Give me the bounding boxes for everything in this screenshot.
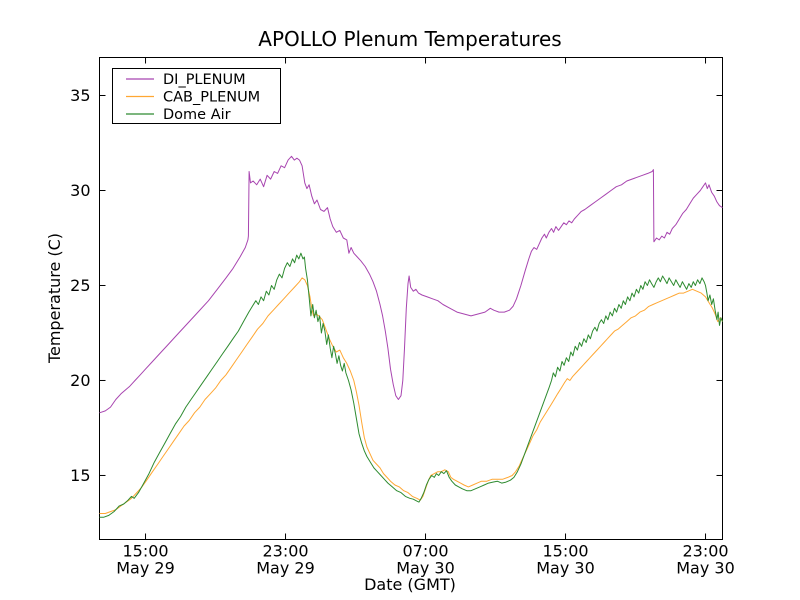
x-tick-label-time: 23:00: [262, 542, 308, 561]
legend: DI_PLENUM CAB_PLENUM Dome Air: [112, 68, 281, 124]
series-line-di-plenum: [99, 155, 723, 414]
x-tick-label-time: 15:00: [122, 542, 168, 561]
legend-label-cab-plenum: CAB_PLENUM: [163, 90, 260, 106]
x-tick-label-time: 07:00: [402, 542, 448, 561]
y-tick-label: 25: [70, 276, 90, 295]
x-axis-label: Date (GMT): [364, 575, 456, 594]
y-tick-label: 20: [70, 371, 90, 390]
x-tick-label-date: May 30: [536, 559, 595, 578]
x-tick-label-date: May 30: [676, 559, 735, 578]
y-tick-label: 35: [70, 86, 90, 105]
x-tick-label-time: 15:00: [542, 542, 588, 561]
x-tick-label-date: May 30: [396, 559, 455, 578]
x-tick-label-date: May 29: [116, 559, 175, 578]
data-series: [99, 155, 723, 518]
y-axis-label: Temperature (C): [45, 233, 64, 364]
series-line-cab-plenum: [99, 277, 723, 514]
legend-label-di-plenum: DI_PLENUM: [163, 72, 246, 88]
series-line-dome-air: [99, 252, 723, 518]
y-tick-label: 30: [70, 181, 90, 200]
x-tick-label-date: May 29: [256, 559, 315, 578]
y-tick-label: 15: [70, 466, 90, 485]
plot-frame: [99, 57, 723, 540]
x-tick-label-time: 23:00: [682, 542, 728, 561]
chart-title: APOLLO Plenum Temperatures: [258, 27, 561, 51]
legend-label-dome-air: Dome Air: [163, 107, 231, 123]
